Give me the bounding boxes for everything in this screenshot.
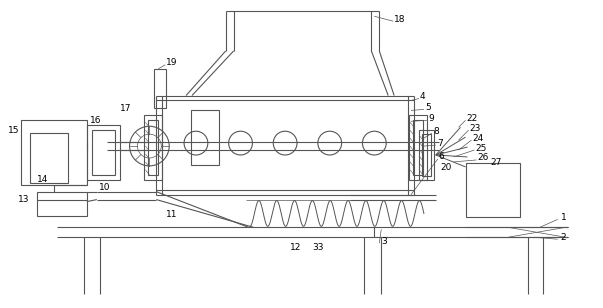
Bar: [37, 192, 87, 217]
Text: 12: 12: [290, 243, 302, 252]
Text: 25: 25: [475, 144, 487, 152]
Bar: [154, 69, 166, 108]
Text: 22: 22: [467, 114, 478, 123]
Text: 11: 11: [166, 210, 178, 219]
Bar: [409, 116, 427, 180]
Text: 1: 1: [561, 213, 566, 222]
Bar: [148, 120, 159, 175]
Text: 9: 9: [429, 114, 435, 123]
Bar: [87, 125, 119, 180]
Text: 24: 24: [472, 134, 484, 143]
Text: 7: 7: [437, 139, 443, 148]
Text: 26: 26: [478, 153, 489, 162]
Text: 16: 16: [90, 116, 101, 125]
Text: 6: 6: [439, 152, 444, 161]
Text: 23: 23: [470, 124, 481, 133]
Bar: [145, 116, 162, 180]
Text: 10: 10: [99, 183, 110, 192]
Text: 18: 18: [394, 15, 406, 24]
Text: 20: 20: [441, 163, 452, 172]
Text: 5: 5: [425, 103, 431, 112]
Bar: [191, 110, 219, 165]
Bar: [466, 163, 520, 217]
Bar: [92, 130, 115, 175]
Bar: [21, 120, 87, 185]
Text: 2: 2: [561, 233, 566, 242]
Text: 8: 8: [434, 127, 440, 136]
Text: 13: 13: [17, 195, 29, 204]
Bar: [419, 130, 434, 180]
Bar: [31, 133, 68, 183]
Bar: [422, 134, 431, 176]
Text: 3: 3: [381, 237, 387, 246]
Bar: [413, 120, 423, 175]
Text: 17: 17: [119, 104, 131, 113]
Text: 33: 33: [312, 243, 323, 252]
Text: 14: 14: [37, 175, 49, 184]
Text: 19: 19: [166, 58, 178, 67]
Text: 4: 4: [420, 92, 426, 101]
Text: 15: 15: [8, 126, 19, 135]
Text: 27: 27: [490, 158, 502, 168]
